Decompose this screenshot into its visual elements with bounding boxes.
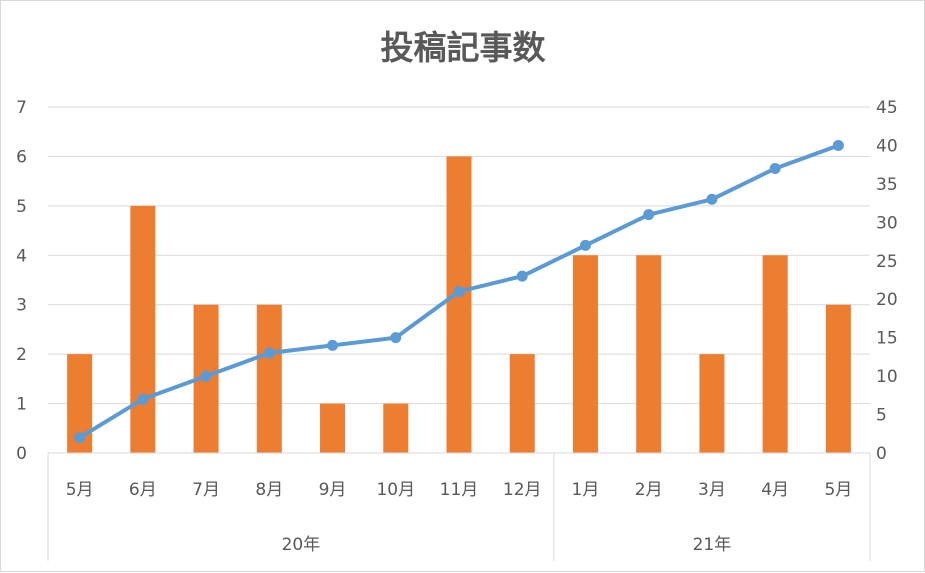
bar xyxy=(383,403,409,453)
x-tick-label: 4月 xyxy=(761,480,789,500)
line-point xyxy=(832,139,844,151)
x-tick-label: 6月 xyxy=(129,480,157,500)
y-right-tick-label: 15 xyxy=(876,329,898,349)
bar xyxy=(699,354,725,453)
line-point xyxy=(390,332,402,344)
bar xyxy=(572,255,598,453)
bar xyxy=(130,205,156,453)
x-group-label: 21年 xyxy=(693,535,732,555)
line-point xyxy=(327,339,339,351)
y-right-tick-label: 0 xyxy=(876,444,887,464)
y-right-tick-label: 40 xyxy=(876,136,898,156)
line-point xyxy=(769,163,781,175)
x-tick-label: 10月 xyxy=(376,480,415,500)
y-left-tick-label: 4 xyxy=(16,246,27,266)
line-point xyxy=(137,393,149,405)
line-point xyxy=(643,209,655,221)
y-left-tick-label: 5 xyxy=(16,197,27,217)
x-tick-label: 3月 xyxy=(698,480,726,500)
y-right-tick-label: 25 xyxy=(876,252,898,272)
x-tick-label: 5月 xyxy=(824,480,852,500)
bar xyxy=(762,255,788,453)
x-group-label: 20年 xyxy=(282,535,321,555)
line-point xyxy=(579,239,591,251)
y-left-tick-label: 0 xyxy=(16,444,27,464)
bar xyxy=(825,304,851,453)
x-tick-label: 12月 xyxy=(503,480,542,500)
y-right-tick-label: 5 xyxy=(876,406,887,426)
y-left-tick-label: 1 xyxy=(16,395,27,415)
y-left-tick-label: 7 xyxy=(16,98,27,118)
y-right-tick-label: 30 xyxy=(876,213,898,233)
bar xyxy=(446,156,472,453)
x-tick-label: 1月 xyxy=(572,480,600,500)
y-right-tick-label: 20 xyxy=(876,290,898,310)
y-left-tick-label: 2 xyxy=(16,345,27,365)
line-series xyxy=(74,139,844,444)
line-point xyxy=(263,347,275,359)
x-tick-label: 9月 xyxy=(319,480,347,500)
line-point xyxy=(453,286,465,298)
y-left-tick-label: 6 xyxy=(16,147,27,167)
y-right-tick-label: 35 xyxy=(876,175,898,195)
x-tick-label: 7月 xyxy=(192,480,220,500)
x-tick-label: 2月 xyxy=(635,480,663,500)
bar xyxy=(509,354,535,453)
bar xyxy=(636,255,662,453)
bar xyxy=(320,403,346,453)
chart-title: 投稿記事数 xyxy=(381,28,547,67)
line-point xyxy=(516,270,528,282)
y-right-tick-label: 45 xyxy=(876,98,898,118)
x-tick-label: 5月 xyxy=(66,480,94,500)
x-tick-label: 11月 xyxy=(440,480,479,500)
line-point xyxy=(200,370,212,382)
line-point xyxy=(706,193,718,205)
y-left-tick-label: 3 xyxy=(16,296,27,316)
bar xyxy=(256,304,282,453)
line-point xyxy=(74,432,86,444)
y-right-tick-label: 10 xyxy=(876,367,898,387)
x-tick-label: 8月 xyxy=(255,480,283,500)
